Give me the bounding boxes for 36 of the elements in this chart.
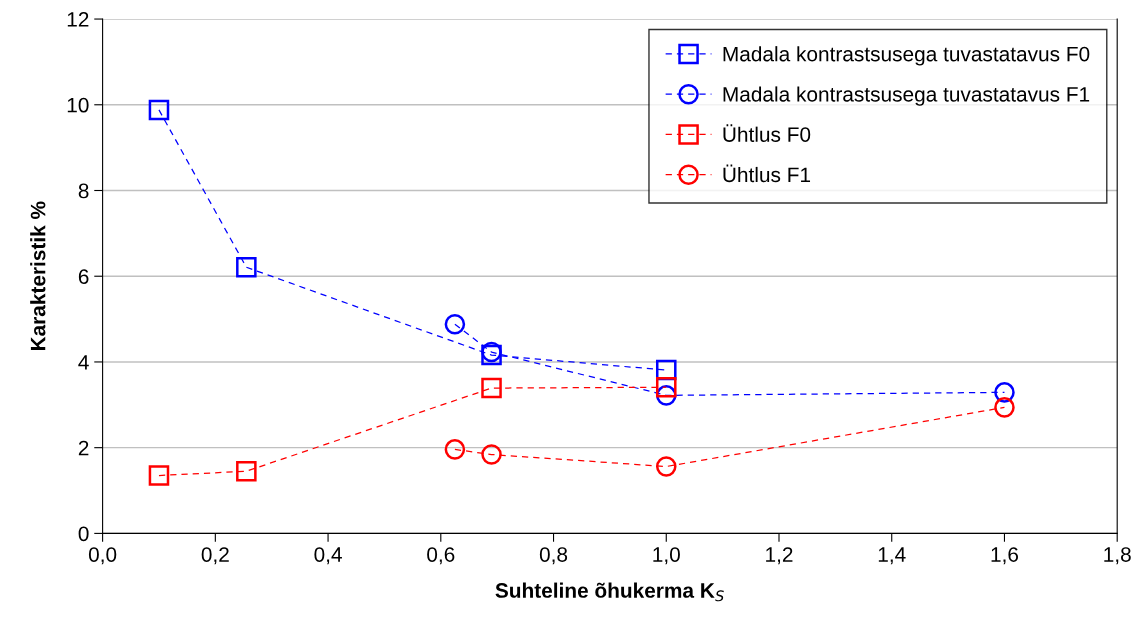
point — [444, 439, 466, 460]
legend-label: Ühtlus F1 — [723, 164, 811, 183]
x-tick-label: 1,8 — [1104, 547, 1131, 565]
point — [444, 313, 466, 335]
x-tick-label: 0,8 — [539, 547, 568, 565]
point — [655, 359, 677, 381]
y-tick-label: 12 — [67, 12, 89, 27]
x-axis-title: Suhteline õhukerma K$_{S}$ — [495, 582, 724, 602]
x-tick-label: 0,4 — [314, 547, 342, 565]
y-tick-label: 10 — [67, 97, 89, 113]
legend-label: Madala kontrastsusega tuvastatavus F1 — [723, 86, 1090, 106]
y-axis-title: Karakteristik % — [30, 201, 46, 351]
y-tick-label: 2 — [78, 440, 89, 456]
point — [655, 456, 677, 477]
y-tick-label: 0 — [78, 526, 89, 542]
point — [148, 465, 170, 486]
point — [481, 444, 502, 465]
x-tick-label: 0,2 — [201, 547, 229, 565]
point — [148, 99, 170, 121]
x-tick-label: 1,6 — [991, 547, 1019, 565]
point — [236, 256, 257, 278]
legend-label: Ühtlus F0 — [723, 124, 811, 142]
x-tick-label: 0,0 — [88, 547, 117, 565]
y-tick-label: 8 — [78, 183, 89, 199]
x-tick-label: 1,0 — [653, 547, 680, 565]
point — [994, 382, 1015, 403]
legend-label: Madala kontrastsusega tuvastatavus F0 — [723, 46, 1090, 66]
point — [655, 376, 677, 398]
point — [236, 460, 257, 482]
x-tick-label: 1,2 — [766, 547, 793, 565]
point — [481, 377, 502, 399]
y-tick-label: 4 — [78, 355, 89, 370]
x-tick-label: 1,4 — [878, 547, 906, 565]
y-tick-label: 6 — [78, 269, 89, 284]
point — [994, 397, 1015, 418]
x-tick-label: 0,6 — [427, 547, 455, 565]
